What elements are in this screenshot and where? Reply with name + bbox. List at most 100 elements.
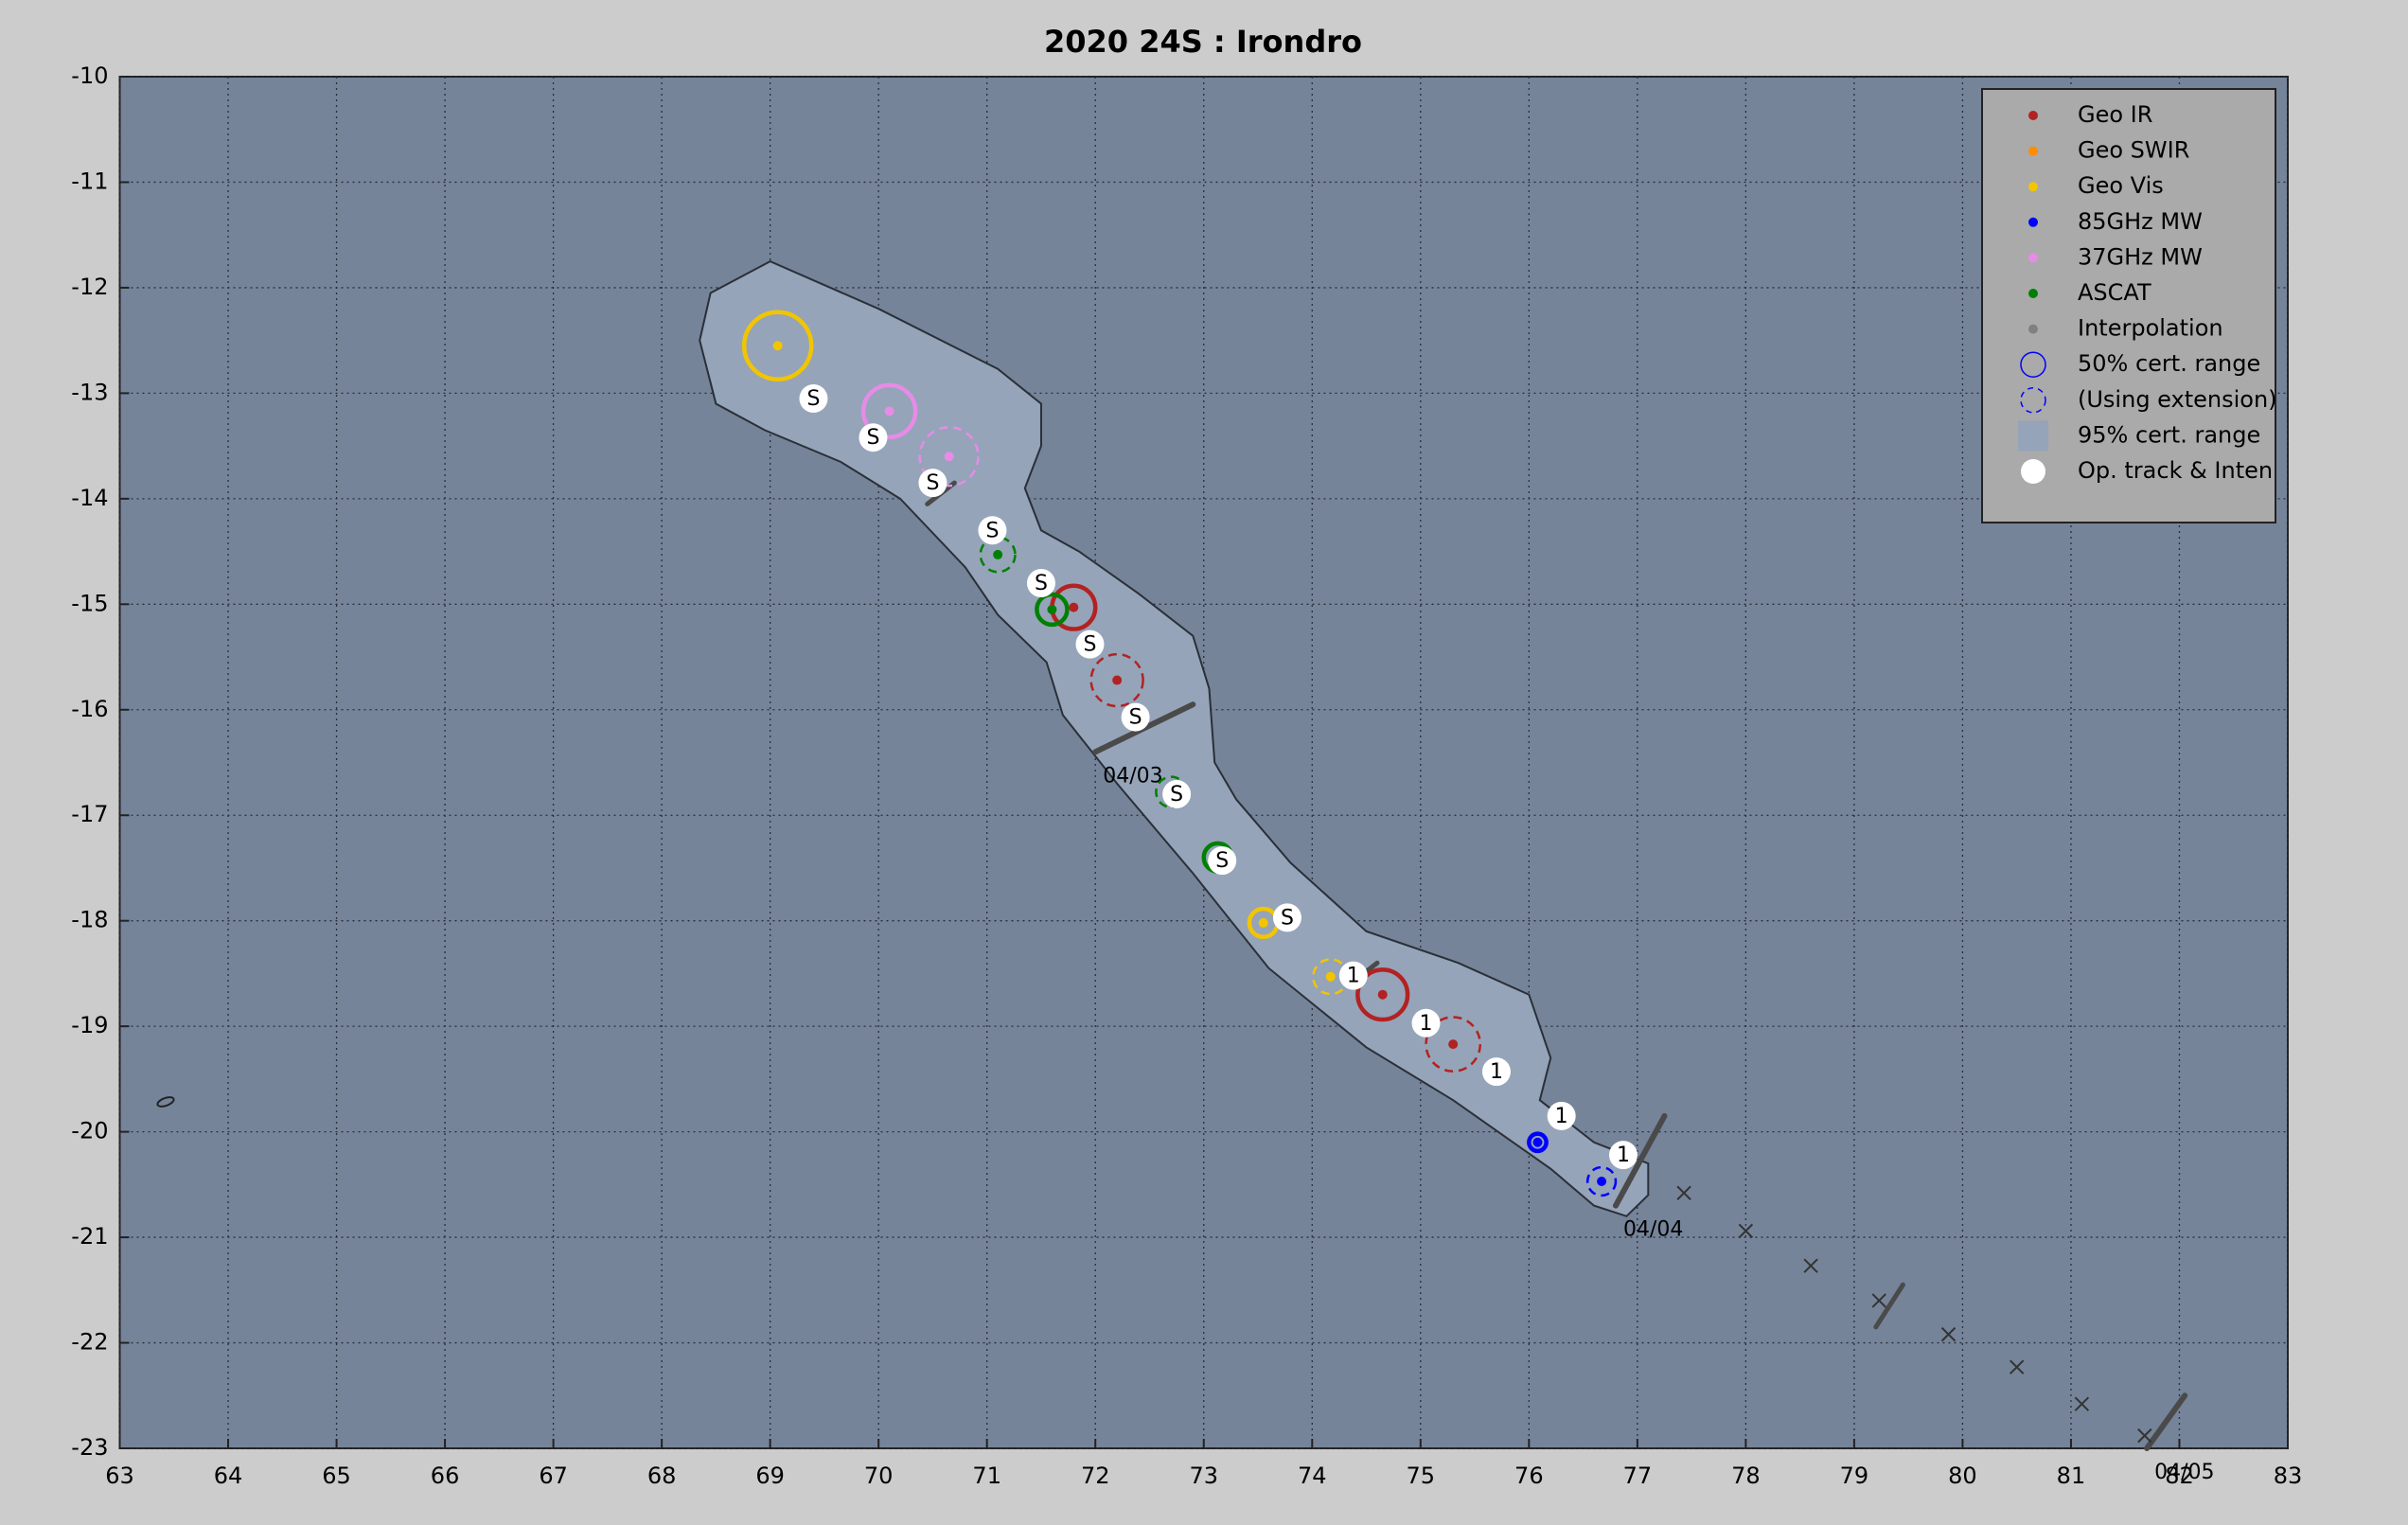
x-tick-label: 83 — [2274, 1463, 2303, 1489]
x-tick-label: 80 — [1948, 1463, 1977, 1489]
x-tick-label: 69 — [755, 1463, 785, 1489]
op-track-point — [1162, 779, 1192, 808]
op-track-point — [1121, 702, 1150, 732]
island — [156, 1096, 175, 1108]
op-track-point — [1411, 1008, 1441, 1037]
y-tick-label: -21 — [71, 1223, 108, 1250]
interp-mark — [1738, 1223, 1754, 1239]
op-track-label: S — [1170, 783, 1183, 807]
cert-ring — [1355, 967, 1410, 1022]
y-tick-label: -14 — [71, 485, 108, 511]
fix-dot — [1258, 917, 1268, 928]
cert-ring — [860, 382, 918, 440]
op-track-label: 1 — [1617, 1144, 1630, 1167]
op-track-point — [918, 469, 947, 498]
interp-mark — [1676, 1185, 1691, 1200]
fix-dot — [1448, 1039, 1459, 1050]
interp-mark — [2009, 1359, 2025, 1374]
op-track-point — [1272, 903, 1301, 932]
x-tick-label: 72 — [1081, 1463, 1110, 1489]
op-track-label: S — [926, 471, 939, 495]
x-tick-label: 75 — [1407, 1463, 1436, 1489]
chart-title: 2020 24S : Irondro — [1044, 24, 1362, 60]
y-tick-label: -10 — [71, 62, 108, 89]
legend-marker — [2020, 387, 2046, 414]
x-tick-label: 79 — [1840, 1463, 1869, 1489]
op-track-point — [799, 383, 828, 413]
op-track-point — [859, 423, 888, 452]
legend-marker — [2028, 289, 2038, 298]
x-tick-label: 71 — [972, 1463, 1001, 1489]
date-label: 04/03 — [1103, 764, 1162, 788]
op-track-point — [1608, 1141, 1638, 1170]
cert-ring — [1089, 652, 1144, 708]
cert-95-region — [699, 259, 1650, 1217]
legend-label: Geo SWIR — [2078, 137, 2189, 164]
date-line — [1612, 1112, 1668, 1209]
cert-ring — [918, 426, 980, 488]
cert-ring — [741, 310, 814, 381]
fix-dot — [993, 549, 1003, 559]
legend-label: 95% cert. range — [2078, 421, 2260, 448]
legend-label: Op. track & Inten — [2078, 457, 2273, 484]
legend-marker — [2028, 324, 2038, 334]
interp-mark — [1940, 1326, 1956, 1342]
op-track-label: S — [1084, 633, 1097, 657]
fix-dot — [884, 406, 894, 417]
legend-label: Geo Vis — [2078, 172, 2164, 199]
date-line — [2144, 1392, 2188, 1451]
legend-marker — [2020, 351, 2046, 378]
x-tick-label: 67 — [539, 1463, 568, 1489]
x-tick-label: 78 — [1731, 1463, 1761, 1489]
x-tick-label: 77 — [1623, 1463, 1653, 1489]
legend-marker — [2028, 111, 2038, 120]
cert-ring — [979, 536, 1017, 574]
op-track-label: 1 — [1347, 965, 1360, 988]
op-track-label: S — [806, 387, 820, 411]
op-track-label: S — [985, 519, 999, 542]
op-track-point — [978, 516, 1007, 545]
interp-mark — [1803, 1258, 1818, 1273]
op-track-label: 1 — [1555, 1105, 1568, 1128]
y-tick-label: -17 — [71, 801, 108, 827]
fix-dot — [1069, 602, 1079, 612]
x-tick-label: 82 — [2165, 1463, 2194, 1489]
op-track-label: S — [1129, 706, 1142, 730]
y-tick-label: -23 — [71, 1434, 108, 1461]
x-tick-label: 74 — [1298, 1463, 1327, 1489]
legend-marker — [2028, 217, 2038, 227]
op-track-label: S — [866, 426, 879, 450]
op-track-label: S — [1035, 572, 1048, 595]
track-tick — [1873, 1282, 1905, 1330]
fix-dot — [1377, 989, 1388, 1000]
op-track-point — [1208, 846, 1237, 876]
y-tick-label: -22 — [71, 1329, 108, 1356]
cert-ring — [1035, 592, 1070, 628]
op-track-point — [1481, 1057, 1511, 1087]
legend-label: 50% cert. range — [2078, 350, 2260, 377]
interp-mark — [2074, 1396, 2090, 1411]
x-tick-label: 76 — [1514, 1463, 1544, 1489]
y-tick-label: -13 — [71, 379, 108, 405]
legend-marker — [2028, 253, 2038, 263]
op-track-point — [1026, 569, 1055, 598]
legend-label: 37GHz MW — [2078, 243, 2203, 270]
fix-dot — [772, 341, 783, 351]
interp-mark — [1871, 1293, 1886, 1308]
date-label: 04/04 — [1623, 1218, 1683, 1242]
fix-dot — [1597, 1177, 1607, 1187]
fix-dot — [1532, 1137, 1543, 1147]
y-tick-label: -12 — [71, 274, 108, 300]
fix-dot — [944, 452, 954, 462]
legend-marker — [2018, 420, 2048, 452]
x-tick-label: 65 — [322, 1463, 351, 1489]
legend-label: Geo IR — [2078, 101, 2152, 128]
legend-label: 85GHz MW — [2078, 208, 2203, 235]
op-track-label: 1 — [1490, 1060, 1503, 1084]
x-tick-label: 70 — [864, 1463, 894, 1489]
op-track-label: 1 — [1420, 1012, 1433, 1036]
interp-mark — [2137, 1427, 2152, 1444]
op-track-point — [1075, 630, 1105, 659]
cert-ring — [1425, 1016, 1482, 1073]
